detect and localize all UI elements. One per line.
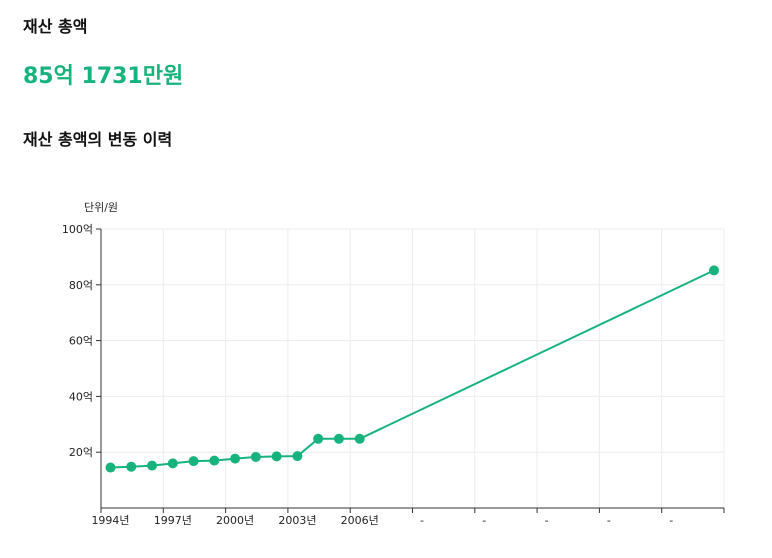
y-tick-label: 40억 <box>69 390 93 403</box>
asset-history-chart: 20억 40억 60억 80억 100억 단위/원 1994년 1997년 2000년 2003년… <box>0 0 772 558</box>
x-tick-label: - <box>420 514 424 527</box>
x-tick-label: - <box>482 514 486 527</box>
y-tick-label: 100억 <box>62 223 93 236</box>
x-tick-label: 1997년 <box>154 514 192 527</box>
data-point <box>709 265 719 275</box>
x-tick-label: - <box>607 514 611 527</box>
data-point <box>189 456 199 466</box>
data-point <box>209 456 219 466</box>
y-tick-label: 80억 <box>69 279 93 292</box>
data-point <box>272 451 282 461</box>
data-point <box>355 434 365 444</box>
data-point <box>230 454 240 464</box>
x-tick-label: - <box>669 514 673 527</box>
x-tick-label: 2000년 <box>216 514 254 527</box>
y-tick-label: 60억 <box>69 335 93 348</box>
data-point <box>168 458 178 468</box>
data-point <box>147 461 157 471</box>
data-point <box>313 434 323 444</box>
data-point <box>106 463 116 473</box>
unit-label: 단위/원 <box>84 201 118 214</box>
y-tick-label: 20억 <box>69 446 93 459</box>
data-point <box>251 452 261 462</box>
data-point <box>292 451 302 461</box>
data-point <box>126 462 136 472</box>
data-point <box>334 434 344 444</box>
x-tick-label: - <box>545 514 549 527</box>
x-tick-label: 2003년 <box>278 514 316 527</box>
x-tick-label: 1994년 <box>91 514 129 527</box>
x-tick-label: 2006년 <box>341 514 379 527</box>
